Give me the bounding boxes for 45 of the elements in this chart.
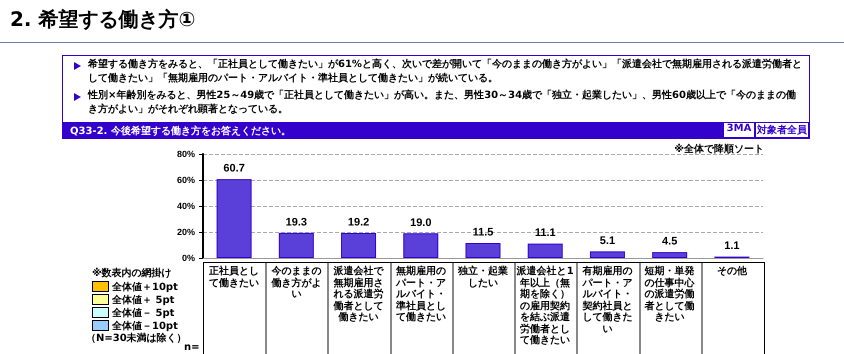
y-tick-label: 0% — [182, 253, 195, 263]
bar — [278, 232, 314, 258]
text: n= — [184, 342, 200, 353]
data-label: 11.5 — [472, 226, 494, 239]
data-label: 5.1 — [600, 234, 616, 247]
data-label: 1.1 — [724, 240, 740, 252]
x-tick-label: 独立・起業したい — [456, 266, 509, 289]
x-tick-label: 派遣会社で無期雇用される派遣労働者として働きたい — [332, 266, 385, 324]
bar — [341, 233, 376, 258]
x-tick-label: 無期雇用のパート・アルバイト・準社員として働きたい — [394, 266, 447, 324]
chart-title: 2. 希望する働き方① — [10, 6, 196, 33]
text: 3MA — [724, 123, 754, 137]
y-tick-label: 60% — [176, 175, 195, 185]
chart-subtitle: Q33-2. 今後希望する働き方をお答えください。 — [70, 124, 291, 138]
text: 希望する働き方をみると、「正社員として働きたい」が61%と高く、次いで差が開いて「今のままの働き方がよい」「派遣会社で無期雇用される派遣労働者として働きたい」「無期雇用のパート・アルバイト・準社員として働きたい」が続いている。 — [88, 58, 803, 86]
x-tick-label: 派遣会社と1年以上（無期を除く）の雇用契約を結ぶ派遣労働者として働きたい — [516, 266, 574, 346]
data-label: 11.1 — [534, 227, 556, 240]
data-label: 19.2 — [348, 216, 370, 229]
text: （N=30未満は除く） — [86, 332, 187, 344]
bar — [590, 251, 625, 258]
text: ※数表内の網掛け — [92, 266, 172, 280]
text: 性別×年齢別をみると、男性25～49歳で「正社員として働きたい」が高い。また、男性30～34歳で「独立・起業したい」、男性60歳以上で「今のままの働き方がよい」がそれぞれ顕著となっている。 — [88, 89, 797, 117]
x-tick-label: 短期・単発の仕事中心の派遣労働者として働きたい — [644, 266, 696, 324]
bar — [403, 233, 438, 258]
text: 全体値－10pt — [112, 320, 178, 332]
x-tick-label: その他 — [716, 266, 748, 278]
bar — [528, 244, 563, 258]
x-tick-label: 今のままの働き方がよい — [270, 266, 322, 300]
y-tick-label: 20% — [176, 227, 195, 237]
text: 全体値－ 5pt — [112, 306, 174, 320]
text: 対象者全員 — [756, 123, 808, 137]
data-label: 60.7 — [223, 162, 245, 175]
y-tick-label: 40% — [176, 201, 195, 211]
text: 全体値＋10pt — [112, 280, 178, 294]
data-label: 19.0 — [410, 216, 432, 229]
bar — [466, 243, 500, 258]
x-tick-label: 正社員として働きたい — [208, 266, 260, 289]
data-label: 4.5 — [662, 236, 678, 248]
annotation: ※全体で降順ソート — [674, 142, 764, 156]
data-label: 19.3 — [286, 216, 308, 228]
bar — [216, 179, 252, 258]
text: 全体値＋ 5pt — [112, 294, 174, 307]
bar — [652, 252, 688, 258]
y-tick-label: 80% — [176, 149, 195, 159]
x-tick-label: 有期雇用のパート・アルバイト・契約社員として働きたい — [581, 266, 634, 335]
